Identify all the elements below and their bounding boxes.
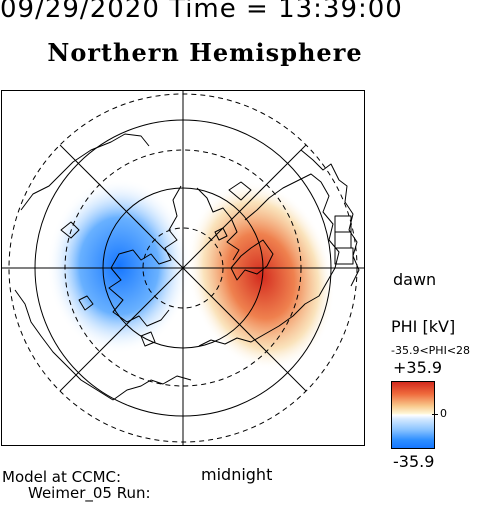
legend-zero: 0 <box>440 407 447 420</box>
dawn-label: dawn <box>393 270 437 289</box>
model-line-1: Model at CCMC: <box>2 468 122 486</box>
map-frame <box>1 90 365 446</box>
legend-range: -35.9<PHI<28 <box>391 344 471 357</box>
negative-potential-cell <box>47 178 191 354</box>
model-line-2: Weimer_05 Run: <box>28 484 151 502</box>
midnight-label: midnight <box>201 465 273 484</box>
meridian-diag-2 <box>59 144 307 392</box>
legend-max: +35.9 <box>393 358 443 377</box>
datetime-title: 09/29/2020 Time = 13:39:00 <box>0 0 403 24</box>
legend-zero-tick <box>432 414 438 415</box>
legend-title: PHI [kV] <box>391 317 456 336</box>
coastlines <box>14 133 360 401</box>
legend-colorbar <box>391 381 435 449</box>
positive-potential-cell <box>187 181 335 371</box>
legend-min: -35.9 <box>393 452 435 471</box>
hemisphere-title: Northern Hemisphere <box>47 38 363 67</box>
polar-map <box>1 90 365 446</box>
